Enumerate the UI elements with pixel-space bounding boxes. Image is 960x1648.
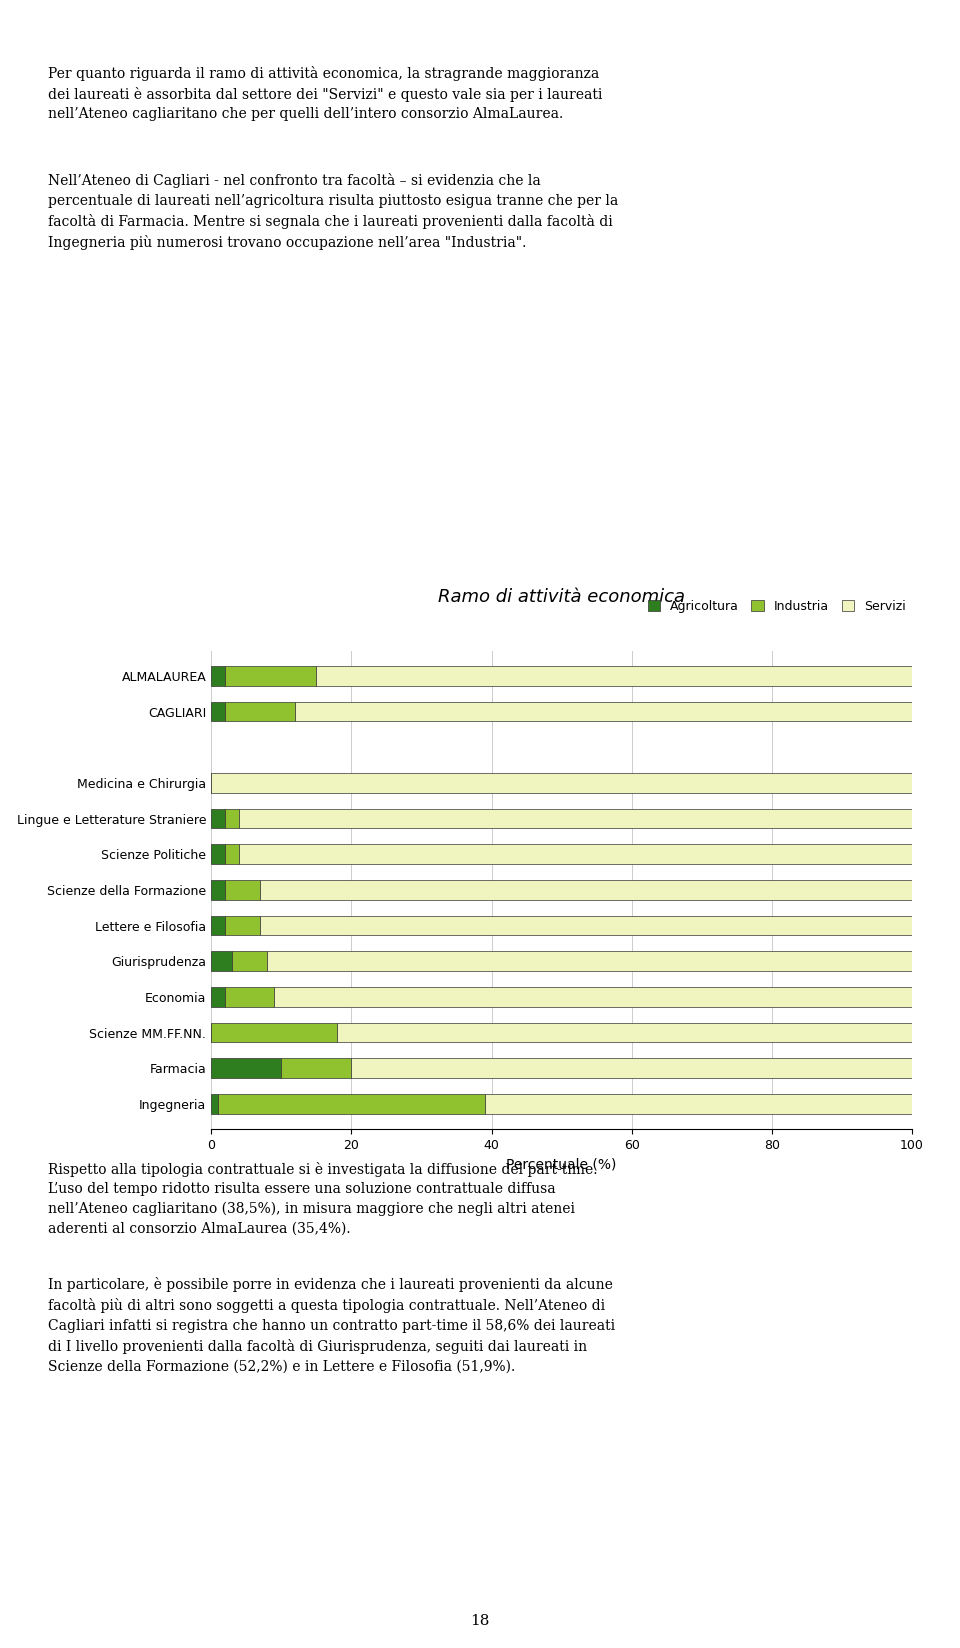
- Bar: [337, 1023, 912, 1043]
- Bar: [218, 1094, 485, 1114]
- Text: In particolare, è possibile porre in evidenza che i laureati provenienti da alcu: In particolare, è possibile porre in evi…: [48, 1277, 615, 1373]
- Bar: [232, 951, 267, 971]
- Bar: [239, 844, 912, 864]
- Bar: [211, 844, 226, 864]
- Bar: [226, 880, 260, 900]
- Bar: [211, 916, 226, 936]
- Bar: [211, 1094, 218, 1114]
- Bar: [226, 809, 239, 829]
- Bar: [211, 1023, 337, 1043]
- Bar: [281, 1058, 351, 1078]
- Bar: [226, 987, 275, 1007]
- Bar: [260, 880, 912, 900]
- Bar: [211, 773, 912, 793]
- Bar: [317, 666, 912, 686]
- Bar: [211, 1058, 281, 1078]
- Bar: [211, 880, 226, 900]
- Bar: [260, 916, 912, 936]
- Text: Per quanto riguarda il ramo di attività economica, la stragrande maggioranza
dei: Per quanto riguarda il ramo di attività …: [48, 66, 602, 122]
- Bar: [211, 666, 226, 686]
- X-axis label: Percentuale (%): Percentuale (%): [507, 1157, 616, 1172]
- Bar: [226, 916, 260, 936]
- Bar: [211, 702, 226, 722]
- Bar: [211, 951, 232, 971]
- Bar: [485, 1094, 912, 1114]
- Text: Rispetto alla tipologia contrattuale si è investigata la diffusione del part-tim: Rispetto alla tipologia contrattuale si …: [48, 1162, 597, 1236]
- Bar: [226, 666, 317, 686]
- Legend: Agricoltura, Industria, Servizi: Agricoltura, Industria, Servizi: [647, 600, 905, 613]
- Bar: [275, 987, 912, 1007]
- Bar: [267, 951, 912, 971]
- Bar: [351, 1058, 912, 1078]
- Bar: [239, 809, 912, 829]
- Bar: [211, 987, 226, 1007]
- Title: Ramo di attività economica: Ramo di attività economica: [438, 588, 685, 606]
- Bar: [211, 809, 226, 829]
- Bar: [226, 702, 296, 722]
- Text: 18: 18: [470, 1615, 490, 1628]
- Bar: [226, 844, 239, 864]
- Text: Nell’Ateneo di Cagliari - nel confronto tra facoltà – si evidenzia che la
percen: Nell’Ateneo di Cagliari - nel confronto …: [48, 173, 618, 249]
- Bar: [296, 702, 912, 722]
